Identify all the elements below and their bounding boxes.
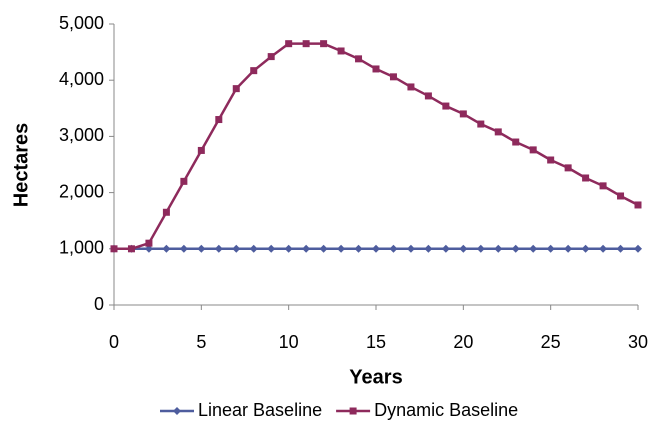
point — [232, 85, 240, 93]
point — [389, 244, 398, 253]
point — [634, 201, 642, 209]
point — [512, 138, 520, 146]
point — [284, 244, 293, 253]
point — [477, 120, 485, 128]
point — [302, 244, 311, 253]
x-axis-title: Years — [349, 366, 402, 388]
y-tick-label: 5,000 — [59, 13, 104, 33]
point — [180, 177, 188, 185]
legend-marker — [173, 407, 181, 415]
point — [355, 55, 363, 63]
point — [617, 192, 625, 200]
point — [494, 128, 502, 136]
point — [249, 244, 258, 253]
point — [197, 146, 205, 154]
point — [634, 244, 642, 253]
point — [581, 244, 590, 253]
y-tick-label: 3,000 — [59, 125, 104, 145]
point — [320, 40, 328, 48]
point — [162, 208, 170, 216]
y-tick-label: 4,000 — [59, 69, 104, 89]
point — [529, 244, 538, 253]
point — [564, 244, 573, 253]
point — [424, 244, 433, 253]
point — [616, 244, 625, 253]
point — [389, 73, 397, 81]
point — [599, 244, 608, 253]
point — [267, 244, 276, 253]
y-tick-label: 0 — [94, 294, 104, 314]
x-tick-label: 25 — [541, 332, 561, 352]
series-line — [114, 42, 639, 251]
x-tick-label: 5 — [196, 332, 206, 352]
point — [214, 244, 223, 253]
point — [494, 244, 503, 253]
point — [459, 110, 467, 118]
point — [564, 164, 572, 172]
point — [354, 244, 363, 253]
point — [319, 244, 328, 253]
x-tick-label: 30 — [628, 332, 648, 352]
point — [110, 245, 118, 253]
point — [547, 156, 555, 164]
legend-label: Linear Baseline — [198, 400, 322, 420]
point — [144, 244, 153, 253]
x-tick-label: 10 — [279, 332, 299, 352]
point — [546, 244, 555, 253]
point — [285, 40, 293, 48]
point — [232, 244, 241, 253]
point — [197, 244, 206, 253]
y-tick-label: 1,000 — [59, 238, 104, 258]
point — [250, 67, 258, 75]
legend-label: Dynamic Baseline — [374, 400, 518, 420]
point — [162, 244, 171, 253]
point — [529, 146, 537, 154]
point — [582, 174, 590, 182]
point — [599, 182, 607, 190]
x-tick-label: 0 — [109, 332, 119, 352]
point — [372, 244, 380, 253]
point — [442, 102, 450, 110]
point — [459, 244, 468, 253]
y-tick-label: 2,000 — [59, 181, 104, 201]
point — [424, 92, 432, 100]
point — [127, 245, 135, 253]
point — [372, 65, 380, 73]
point — [476, 244, 485, 253]
point — [145, 239, 153, 247]
y-axis-title: Hectares — [10, 123, 32, 208]
point — [302, 40, 310, 48]
point — [337, 244, 346, 253]
point — [441, 244, 450, 253]
point — [267, 53, 275, 61]
point — [511, 244, 520, 253]
point — [337, 47, 345, 55]
point — [179, 244, 188, 253]
x-tick-label: 20 — [453, 332, 473, 352]
point — [215, 116, 223, 124]
legend-marker — [349, 407, 357, 415]
point — [406, 244, 415, 253]
point — [407, 83, 415, 91]
x-tick-label: 15 — [366, 332, 386, 352]
